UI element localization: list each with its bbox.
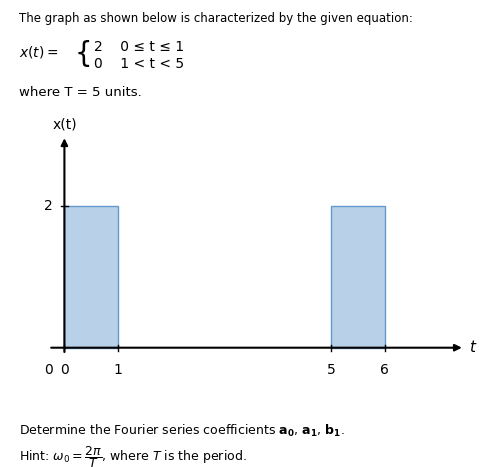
Text: {: {	[75, 40, 92, 68]
Text: $x(t) =$: $x(t) =$	[19, 44, 59, 60]
Text: 6: 6	[380, 363, 389, 377]
Text: Determine the Fourier series coefficients $\mathbf{a_0}$, $\mathbf{a_1}$, $\math: Determine the Fourier series coefficient…	[19, 423, 345, 439]
Text: x(t): x(t)	[52, 118, 77, 132]
Text: Hint: $\omega_0 = \dfrac{2\pi}{T}$, where $T$ is the period.: Hint: $\omega_0 = \dfrac{2\pi}{T}$, wher…	[19, 445, 247, 467]
Text: 0: 0	[44, 363, 53, 377]
Text: 1: 1	[113, 363, 122, 377]
Polygon shape	[64, 206, 118, 348]
Text: 0: 0	[60, 363, 69, 377]
Text: 2: 2	[44, 199, 53, 213]
Text: t: t	[469, 340, 475, 355]
Text: The graph as shown below is characterized by the given equation:: The graph as shown below is characterize…	[19, 12, 413, 25]
Text: 2    0 ≤ t ≤ 1: 2 0 ≤ t ≤ 1	[94, 40, 184, 54]
Text: 5: 5	[327, 363, 335, 377]
Text: where T = 5 units.: where T = 5 units.	[19, 86, 142, 99]
Text: 0    1 < t < 5: 0 1 < t < 5	[94, 57, 184, 71]
Polygon shape	[331, 206, 385, 348]
